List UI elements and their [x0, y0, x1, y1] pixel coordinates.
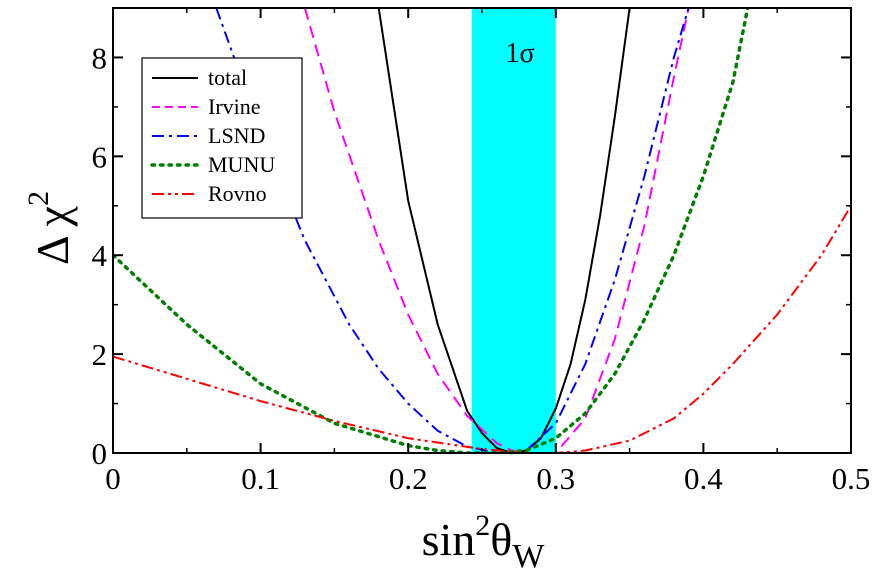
- y-tick-label: 4: [92, 238, 108, 273]
- x-tick-label: 0.5: [832, 461, 871, 496]
- y-tick-label: 6: [92, 139, 108, 174]
- band-label: 1σ: [505, 38, 534, 69]
- legend-label-munu: MUNU: [208, 152, 275, 177]
- legend-label-lsnd: LSND: [208, 123, 265, 148]
- y-tick-label: 8: [92, 40, 108, 75]
- one-sigma-band: [471, 8, 556, 453]
- y-tick-label: 2: [92, 337, 108, 372]
- legend-label-irvine: Irvine: [208, 94, 261, 119]
- series-line-lsnd: [215, 8, 690, 453]
- x-axis-title: sin2θW: [422, 509, 546, 573]
- series-line-rovno: [113, 205, 851, 453]
- y-axis-title: Δ χ2: [22, 191, 78, 265]
- x-tick-label: 0.2: [389, 461, 428, 496]
- x-tick-label: 0: [105, 461, 121, 496]
- series-line-munu: [113, 8, 750, 453]
- legend-label-rovno: Rovno: [208, 181, 267, 206]
- x-tick-label: 0.1: [241, 461, 280, 496]
- x-tick-label: 0.4: [684, 461, 723, 496]
- series-layer: [113, 8, 851, 453]
- x-tick-label: 0.3: [536, 461, 575, 496]
- tick-layer: 0 0.1 0.2 0.3 0.4 0.5 0 2 4 6 8: [92, 8, 871, 496]
- y-tick-label: 0: [92, 436, 108, 471]
- legend-box: [141, 57, 303, 219]
- legend: total Irvine LSND MUNU Rovno: [141, 57, 303, 219]
- legend-label-total: total: [208, 65, 247, 90]
